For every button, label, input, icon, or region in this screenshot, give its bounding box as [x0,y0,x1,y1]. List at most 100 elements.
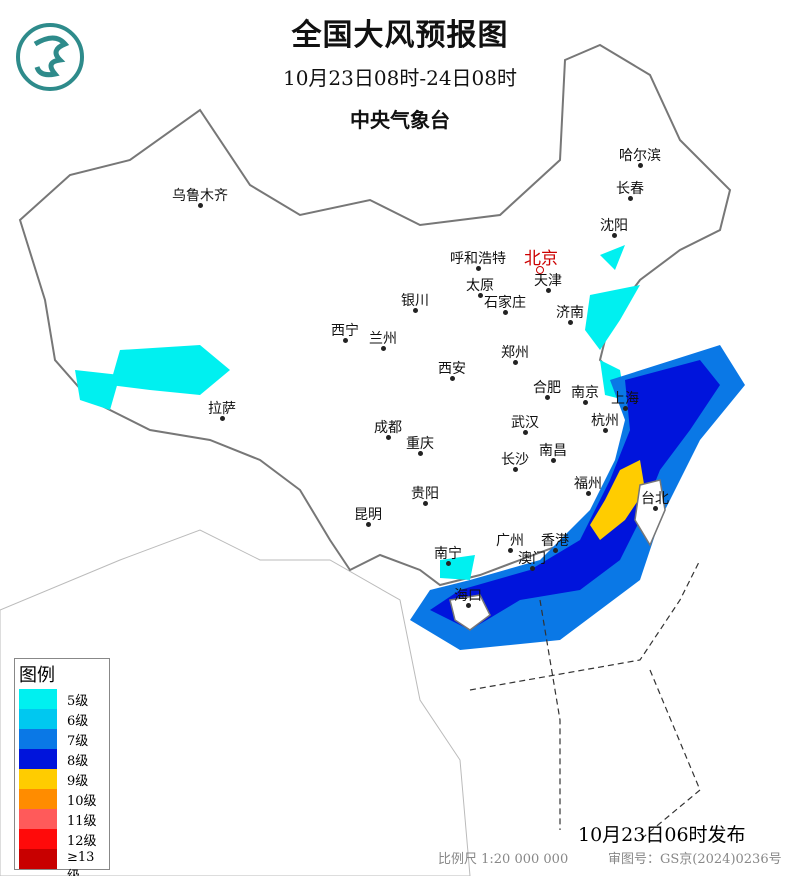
legend-item: 10级 [19,789,105,809]
legend-item: 8级 [19,749,105,769]
cma-dragon-logo [16,23,84,91]
city-marker [423,501,428,506]
city-marker [546,288,551,293]
city-label: 南宁 [434,546,462,562]
legend-label: ≥13级 [67,850,95,876]
city-marker [513,467,518,472]
city-marker [503,310,508,315]
legend-label: 5级 [67,694,89,709]
legend-label: 12级 [67,834,97,849]
city-label: 乌鲁木齐 [172,188,228,204]
city-marker [508,548,513,553]
city-marker [530,566,535,571]
city-label: 太原 [466,278,494,294]
legend-swatch [19,689,57,709]
wind-area-5 [75,245,640,580]
legend: 图例 5级 6级 7级 8级 9级 10级 11级 12级≥13级 [14,658,110,876]
legend-item: 11级 [19,809,105,829]
city-marker [478,293,483,298]
city-marker [366,522,371,527]
city-marker [623,406,628,411]
legend-swatch [19,749,57,769]
city-label: 杭州 [591,413,619,429]
legend-item: ≥13级 [19,849,105,876]
city-label: 郑州 [501,345,529,361]
city-marker [583,400,588,405]
city-marker [198,203,203,208]
legend-swatch [19,769,57,789]
city-marker [220,416,225,421]
city-marker [551,458,556,463]
legend-label: 10级 [67,794,97,809]
city-marker [653,506,658,511]
city-marker [612,233,617,238]
city-label: 香港 [541,533,569,549]
city-label: 海口 [454,588,482,604]
city-label: 北京 [524,249,558,269]
city-marker [553,548,558,553]
legend-item: 5级 [19,689,105,709]
city-marker [418,451,423,456]
issuer: 中央气象台 [350,108,450,132]
city-label: 武汉 [511,415,539,431]
city-marker [381,346,386,351]
city-label: 上海 [611,391,639,407]
legend-swatch [19,849,57,869]
wind-area-9 [590,460,645,540]
city-label: 昆明 [354,507,382,523]
city-label: 兰州 [369,331,397,347]
city-label: 济南 [556,305,584,321]
city-marker [450,376,455,381]
city-marker [545,395,550,400]
legend-swatch [19,809,57,829]
city-label: 澳门 [518,551,546,567]
issue-time: 10月23日06时发布 [578,824,746,846]
map-title: 全国大风预报图 [291,18,509,53]
city-marker [586,491,591,496]
city-label: 天津 [534,273,562,289]
city-label: 重庆 [406,436,434,452]
city-label: 沈阳 [600,218,628,234]
legend-label: 9级 [67,774,89,789]
map-scale: 比例尺 1:20 000 000 [438,852,569,867]
city-label: 合肥 [533,380,561,396]
legend-title: 图例 [19,665,55,686]
city-label: 南昌 [539,443,567,459]
legend-item: 9级 [19,769,105,789]
city-marker [466,603,471,608]
legend-label: 7级 [67,734,89,749]
city-label: 台北 [641,491,669,507]
city-marker [536,266,544,274]
city-label: 拉萨 [208,401,236,417]
legend-item: 7级 [19,729,105,749]
city-label: 西安 [438,361,466,377]
legend-label: 8级 [67,754,89,769]
city-label: 石家庄 [484,295,526,311]
legend-swatch [19,729,57,749]
city-label: 呼和浩特 [450,251,506,267]
city-marker [343,338,348,343]
city-marker [628,196,633,201]
legend-item: 6级 [19,709,105,729]
legend-swatch [19,709,57,729]
city-marker [513,360,518,365]
city-label: 福州 [574,476,602,492]
city-label: 贵阳 [411,486,439,502]
city-label: 哈尔滨 [619,148,661,164]
city-marker [568,320,573,325]
legend-label: 11级 [67,814,97,829]
wind-area-8 [430,360,720,630]
city-label: 广州 [496,533,524,549]
city-label: 长春 [616,181,644,197]
legend-item: 12级 [19,829,105,849]
forecast-period: 10月23日08时-24日08时 [282,66,517,90]
city-marker [413,308,418,313]
city-marker [603,428,608,433]
city-marker [476,266,481,271]
review-number: 审图号：GS京(2024)0236号 [608,852,782,867]
city-marker [523,430,528,435]
city-label: 银川 [401,293,429,309]
legend-label: 6级 [67,714,89,729]
